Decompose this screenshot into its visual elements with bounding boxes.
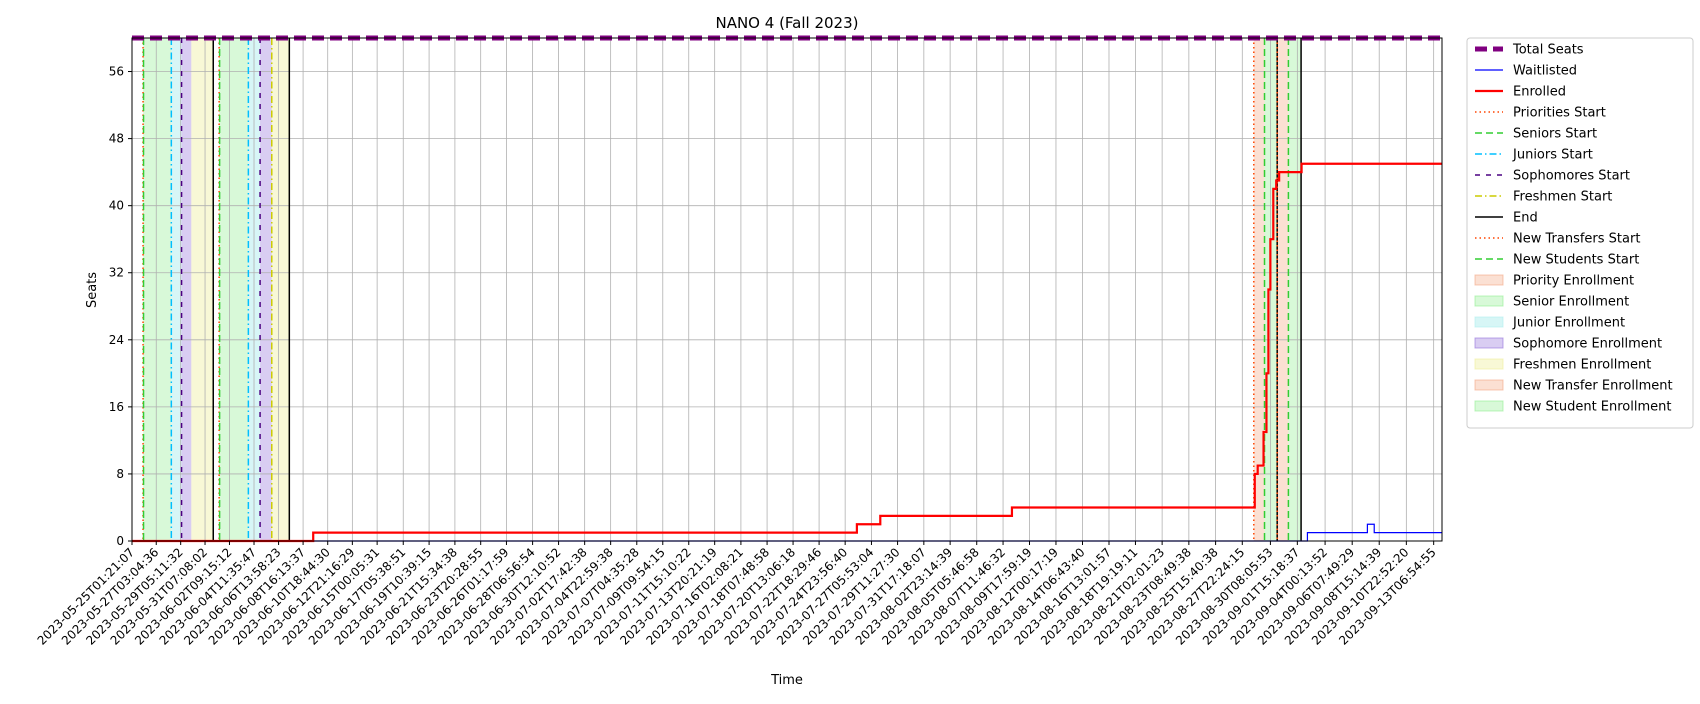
band-new-transfer-enrollment — [1277, 38, 1289, 541]
legend-label-junior-enrollment: Junior Enrollment — [1512, 316, 1625, 331]
legend-label-new-student-enrollment: New Student Enrollment — [1513, 400, 1671, 415]
y-tick-label: 24 — [109, 333, 124, 347]
legend-label-freshmen-start: Freshmen Start — [1513, 190, 1612, 205]
legend: Total Seats Waitlisted Enrolled Priorities … — [1466, 37, 1694, 429]
legend-swatch-sophomore-enrollment — [1474, 337, 1504, 349]
series-line-waitlisted — [132, 523, 1442, 542]
legend-label-end: End — [1513, 211, 1538, 226]
legend-swatch-new-transfer-enrollment — [1474, 379, 1504, 391]
legend-label-senior-enrollment: Senior Enrollment — [1513, 295, 1629, 310]
band-sophomore-enrollment — [181, 38, 192, 541]
x-axis-label: Time — [770, 673, 803, 688]
legend-swatch-new-student-enrollment — [1474, 400, 1504, 412]
y-axis-label: Seats — [85, 272, 100, 308]
band-new-student-enrollment — [1288, 38, 1302, 541]
y-tick-label: 40 — [109, 199, 124, 213]
chart-title: NANO 4 (Fall 2023) — [715, 14, 858, 32]
y-tick-label: 0 — [116, 534, 124, 548]
band-junior-enrollment — [171, 38, 182, 541]
series-line-enrolled — [132, 162, 1442, 543]
legend-label-priority-enrollment: Priority Enrollment — [1513, 274, 1634, 289]
band-sophomore-enrollment — [260, 38, 272, 541]
legend-swatch-junior-enrollment — [1474, 316, 1504, 328]
enrollment-bands — [143, 38, 1302, 541]
legend-label-seniors-start: Seniors Start — [1513, 127, 1597, 142]
legend-label-new-students-start: New Students Start — [1513, 253, 1639, 268]
y-tick-label: 8 — [116, 467, 124, 481]
legend-label-enrolled: Enrolled — [1513, 85, 1566, 100]
data-series — [132, 35, 1442, 543]
band-freshmen-enrollment — [271, 38, 290, 541]
legend-swatch-senior-enrollment — [1474, 295, 1504, 307]
legend-box — [1466, 37, 1694, 429]
legend-label-sophomores-start: Sophomores Start — [1513, 169, 1630, 184]
legend-label-new-transfers-start: New Transfers Start — [1513, 232, 1640, 247]
legend-label-waitlisted: Waitlisted — [1513, 64, 1577, 79]
legend-label-freshmen-enrollment: Freshmen Enrollment — [1513, 358, 1651, 373]
band-new-transfer-enrollment — [1253, 38, 1265, 541]
period-lines — [142, 38, 1302, 541]
legend-label-total-seats: Total Seats — [1512, 43, 1584, 58]
y-tick-label: 32 — [109, 266, 124, 280]
plot-frame — [131, 37, 1443, 542]
legend-label-juniors-start: Juniors Start — [1512, 148, 1593, 163]
band-freshmen-enrollment — [191, 38, 214, 541]
y-axis-ticks: 0 8 16 24 32 40 48 56 — [109, 65, 132, 548]
grid-lines — [131, 38, 1442, 542]
y-tick-label: 48 — [109, 132, 124, 146]
legend-label-priorities-start: Priorities Start — [1513, 106, 1606, 121]
legend-swatch-priority-enrollment — [1474, 274, 1504, 286]
legend-label-new-transfer-enrollment: New Transfer Enrollment — [1513, 379, 1673, 394]
legend-swatch-freshmen-enrollment — [1474, 358, 1504, 370]
legend-label-sophomore-enrollment: Sophomore Enrollment — [1513, 337, 1662, 352]
x-axis-ticks: 2023-05-25T01:21:072023-05-27T03:04:3620… — [35, 541, 1439, 648]
y-tick-label: 16 — [109, 400, 124, 414]
band-senior-enrollment — [219, 38, 249, 541]
band-senior-enrollment — [143, 38, 172, 541]
y-tick-label: 56 — [109, 65, 124, 79]
